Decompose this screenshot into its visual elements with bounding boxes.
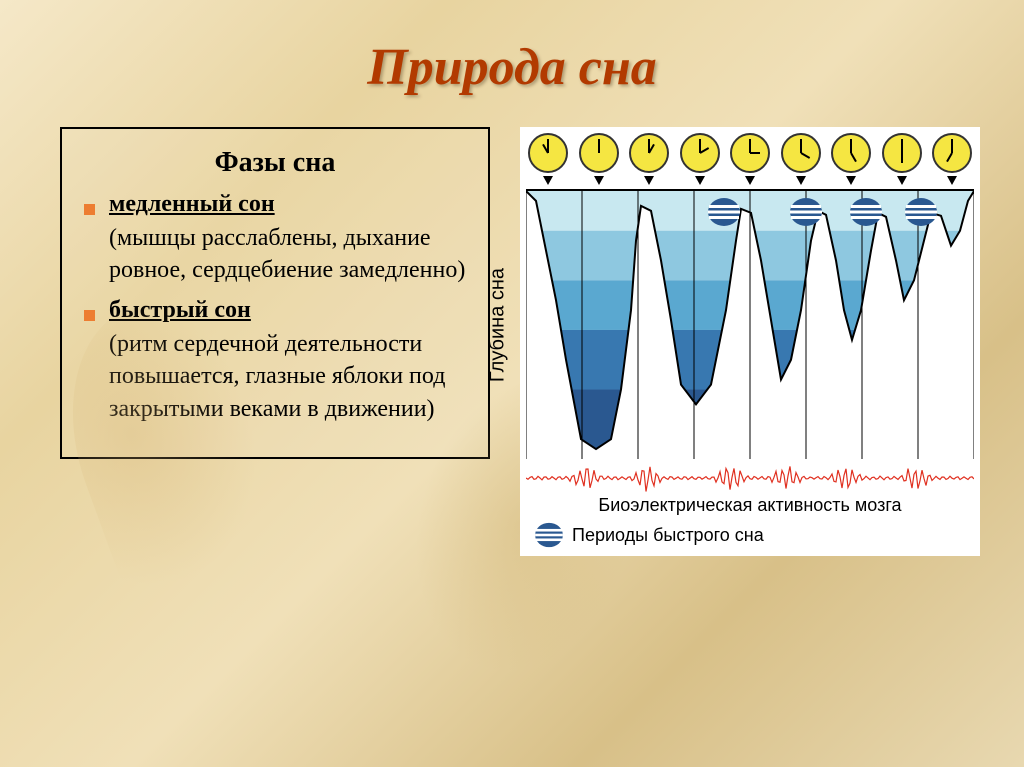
clock [629,133,669,185]
clock-row [526,133,974,185]
bullet-icon [84,310,95,321]
rem-marker-icon [789,197,823,227]
clock-arrow-icon [543,176,553,185]
rem-marker-icon [707,197,741,227]
sleep-diagram: Глубина сна Биоэлектрическая активность … [520,127,980,556]
depth-chart: Глубина сна [526,189,974,459]
eeg-trace [526,463,974,493]
clock-arrow-icon [594,176,604,185]
bullet-label: медленный сон [109,191,275,218]
bullet-description: (мышцы расслаблены, дыхание ровное, серд… [109,222,466,287]
clock-arrow-icon [695,176,705,185]
bullet-item: медленный сон [84,191,466,218]
rem-marker-icon [849,197,883,227]
clock-arrow-icon [745,176,755,185]
rem-marker-icon [904,197,938,227]
clock [528,133,568,185]
clock [932,133,972,185]
clock-arrow-icon [897,176,907,185]
rem-legend: Периоды быстрого сна [526,516,974,550]
clock-arrow-icon [644,176,654,185]
clock-arrow-icon [947,176,957,185]
clock [831,133,871,185]
clock-arrow-icon [846,176,856,185]
page-title: Природа сна [0,0,1024,97]
clock-arrow-icon [796,176,806,185]
rem-legend-icon [534,522,564,548]
eeg-caption: Биоэлектрическая активность мозга [526,495,974,516]
clock [730,133,770,185]
depth-ylabel: Глубина сна [487,268,510,382]
clock [882,133,922,185]
clock [680,133,720,185]
clock [579,133,619,185]
clock [781,133,821,185]
bullet-icon [84,204,95,215]
phases-subtitle: Фазы сна [84,147,466,179]
rem-legend-label: Периоды быстрого сна [572,525,764,546]
